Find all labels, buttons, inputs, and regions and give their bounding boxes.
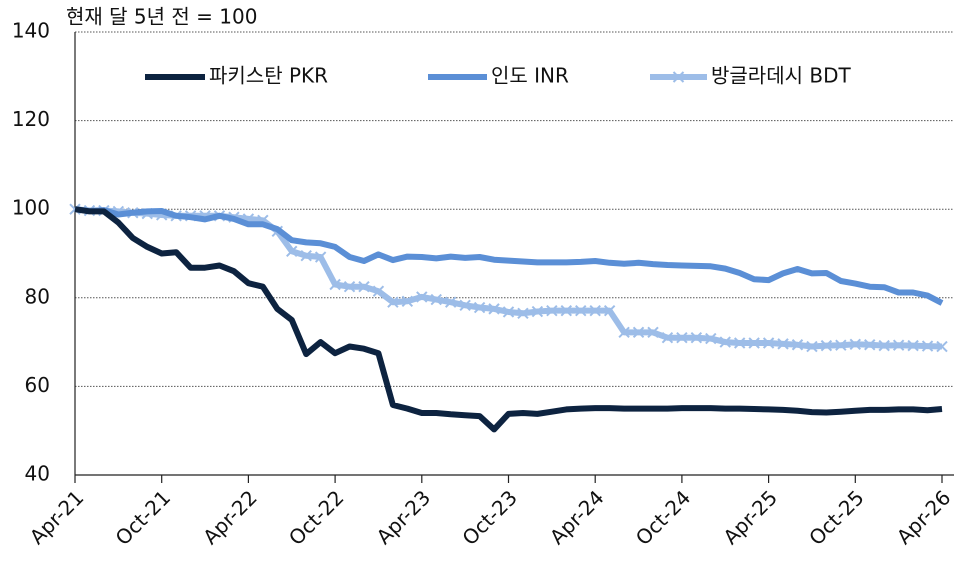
- x-tick-label: Apr-22: [198, 485, 262, 549]
- marker: [690, 331, 703, 344]
- marker: [546, 304, 558, 317]
- x-tick-label: Oct-22: [284, 485, 349, 550]
- legend-label: 인도 INR: [491, 64, 569, 88]
- x-tick-label: Oct-24: [631, 485, 696, 550]
- marker: [849, 338, 862, 351]
- y-tick-label: 120: [12, 107, 50, 131]
- marker: [329, 278, 341, 291]
- marker: [777, 338, 789, 350]
- y-tick-label: 140: [12, 19, 50, 43]
- series-line: [74, 206, 943, 350]
- marker: [430, 293, 442, 306]
- marker: [531, 305, 544, 318]
- marker: [647, 326, 659, 339]
- marker: [372, 285, 385, 297]
- marker: [618, 326, 630, 339]
- marker: [603, 304, 616, 317]
- legend-label: 방글라데시 BDT: [711, 64, 851, 88]
- x-tick-label: Oct-21: [111, 485, 176, 550]
- marker: [560, 304, 573, 317]
- marker: [921, 340, 934, 352]
- marker: [416, 291, 428, 303]
- marker: [632, 326, 645, 339]
- marker: [835, 339, 847, 351]
- marker: [672, 71, 685, 83]
- marker: [300, 250, 312, 262]
- y-tick-label: 100: [12, 196, 50, 220]
- marker: [444, 296, 457, 308]
- marker: [575, 304, 587, 317]
- y-tick-label: 40: [25, 462, 50, 486]
- marker: [864, 339, 876, 351]
- y-tick-label: 60: [25, 373, 50, 397]
- marker: [358, 281, 370, 293]
- marker: [762, 337, 775, 349]
- y-tick-label: 80: [25, 284, 50, 308]
- marker: [936, 340, 948, 353]
- marker: [705, 332, 717, 345]
- x-tick-label: Apr-21: [25, 485, 89, 549]
- marker: [314, 251, 327, 263]
- x-tick-label: Apr-23: [372, 485, 436, 549]
- marker: [387, 296, 399, 308]
- marker: [748, 337, 760, 349]
- marker: [286, 245, 298, 257]
- x-tick-label: Oct-23: [457, 485, 522, 550]
- x-tick-label: Apr-26: [892, 485, 955, 549]
- marker: [488, 303, 500, 315]
- marker: [907, 339, 919, 352]
- marker: [719, 336, 731, 348]
- x-tick-label: Apr-25: [718, 485, 782, 549]
- marker: [820, 339, 833, 352]
- marker: [401, 295, 414, 308]
- legend-label: 파키스탄 PKR: [209, 64, 328, 88]
- x-tick-label: Apr-24: [545, 485, 609, 549]
- marker: [502, 306, 515, 318]
- marker: [459, 299, 471, 312]
- marker: [733, 337, 746, 349]
- marker: [473, 301, 486, 314]
- marker: [343, 281, 356, 293]
- marker: [791, 339, 804, 351]
- marker: [517, 307, 529, 320]
- marker: [661, 331, 674, 344]
- marker: [589, 304, 601, 317]
- series-line: [74, 206, 943, 433]
- series-line: [74, 206, 944, 306]
- marker: [806, 340, 818, 353]
- marker: [892, 339, 905, 351]
- marker: [878, 339, 890, 352]
- marker: [676, 331, 688, 344]
- x-tick-label: Oct-25: [804, 485, 869, 550]
- y-axis-label: 현재 달 5년 전 = 100: [66, 5, 257, 29]
